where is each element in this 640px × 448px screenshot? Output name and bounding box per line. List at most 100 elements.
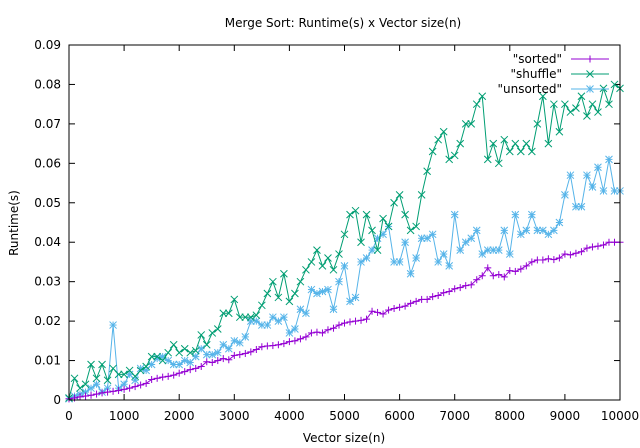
legend-marker bbox=[586, 70, 594, 78]
data-point bbox=[473, 276, 481, 284]
data-point bbox=[472, 100, 481, 109]
data-point bbox=[191, 346, 200, 355]
series-line bbox=[68, 83, 621, 399]
data-point bbox=[368, 246, 376, 254]
data-point bbox=[588, 100, 597, 109]
data-point bbox=[368, 307, 376, 315]
data-point bbox=[362, 210, 371, 219]
data-point bbox=[197, 331, 206, 339]
data-point bbox=[451, 285, 459, 293]
data-point bbox=[285, 329, 294, 337]
data-point bbox=[456, 246, 465, 254]
data-point bbox=[313, 246, 321, 254]
data-point bbox=[269, 277, 277, 286]
data-point bbox=[511, 139, 520, 148]
data-point bbox=[214, 357, 222, 365]
data-point bbox=[252, 317, 261, 325]
data-point bbox=[219, 355, 227, 363]
data-point bbox=[126, 384, 134, 392]
data-point bbox=[230, 351, 238, 359]
data-point bbox=[428, 230, 437, 239]
data-point bbox=[76, 384, 84, 393]
data-point bbox=[407, 299, 415, 307]
data-point bbox=[390, 304, 398, 312]
data-point bbox=[114, 370, 123, 379]
y-tick-label: 0.03 bbox=[34, 275, 61, 289]
data-point bbox=[594, 242, 602, 250]
data-point bbox=[588, 183, 597, 191]
data-point bbox=[164, 372, 172, 380]
data-point bbox=[153, 374, 161, 382]
data-point bbox=[263, 289, 272, 298]
data-point bbox=[280, 313, 288, 322]
y-tick-label: 0.05 bbox=[34, 196, 61, 210]
data-point bbox=[533, 120, 542, 128]
data-point bbox=[566, 251, 574, 259]
data-point bbox=[461, 120, 470, 128]
data-point bbox=[213, 348, 222, 357]
data-point bbox=[280, 269, 288, 278]
data-point bbox=[566, 171, 575, 180]
data-point bbox=[544, 139, 553, 148]
data-point bbox=[169, 340, 178, 349]
data-point bbox=[103, 384, 112, 393]
data-point bbox=[423, 234, 432, 243]
data-point bbox=[588, 243, 596, 251]
data-point bbox=[208, 329, 217, 337]
data-point bbox=[522, 226, 531, 235]
data-point bbox=[357, 316, 365, 324]
data-point bbox=[120, 370, 128, 379]
data-point bbox=[500, 226, 509, 235]
data-point bbox=[357, 238, 365, 247]
data-point bbox=[170, 371, 178, 379]
legend-label: "sorted" bbox=[513, 52, 562, 66]
y-axis-label: Runtime(s) bbox=[7, 190, 21, 256]
data-point bbox=[181, 368, 189, 376]
data-point bbox=[572, 249, 580, 257]
data-point bbox=[291, 337, 299, 345]
data-point bbox=[224, 344, 233, 353]
data-point bbox=[434, 258, 443, 266]
data-point bbox=[472, 226, 481, 235]
data-point bbox=[115, 387, 123, 395]
series-1 bbox=[65, 80, 624, 402]
data-point bbox=[495, 271, 503, 279]
data-point bbox=[324, 326, 332, 334]
data-point bbox=[257, 321, 266, 329]
data-point bbox=[346, 210, 354, 219]
chart-title: Merge Sort: Runtime(s) x Vector size(n) bbox=[225, 16, 461, 30]
data-point bbox=[555, 127, 564, 136]
data-point bbox=[324, 285, 332, 294]
x-tick-label: 2000 bbox=[164, 409, 195, 423]
data-point bbox=[384, 222, 393, 231]
y-tick-label: 0.04 bbox=[34, 235, 61, 249]
data-point bbox=[191, 352, 200, 361]
data-point bbox=[467, 120, 476, 128]
data-point bbox=[257, 301, 266, 310]
data-point bbox=[379, 214, 387, 223]
x-tick-label: 4000 bbox=[274, 409, 305, 423]
x-tick-label: 6000 bbox=[384, 409, 415, 423]
data-point bbox=[131, 376, 139, 385]
data-point bbox=[478, 272, 486, 280]
data-point bbox=[252, 346, 260, 354]
x-tick-label: 8000 bbox=[495, 409, 526, 423]
data-point bbox=[500, 273, 508, 281]
data-point bbox=[605, 100, 613, 109]
data-point bbox=[341, 319, 348, 327]
data-point bbox=[357, 258, 365, 266]
data-point bbox=[136, 366, 145, 375]
data-point bbox=[461, 238, 470, 247]
data-point bbox=[202, 340, 211, 349]
data-point bbox=[346, 318, 354, 326]
data-point bbox=[269, 313, 277, 322]
data-point bbox=[92, 380, 101, 389]
data-point bbox=[109, 387, 117, 395]
data-point bbox=[363, 315, 371, 323]
data-point bbox=[335, 277, 343, 286]
data-point bbox=[346, 297, 354, 306]
data-point bbox=[142, 362, 150, 371]
data-point bbox=[533, 226, 542, 235]
data-point bbox=[450, 210, 459, 219]
y-tick-label: 0.02 bbox=[34, 314, 61, 328]
